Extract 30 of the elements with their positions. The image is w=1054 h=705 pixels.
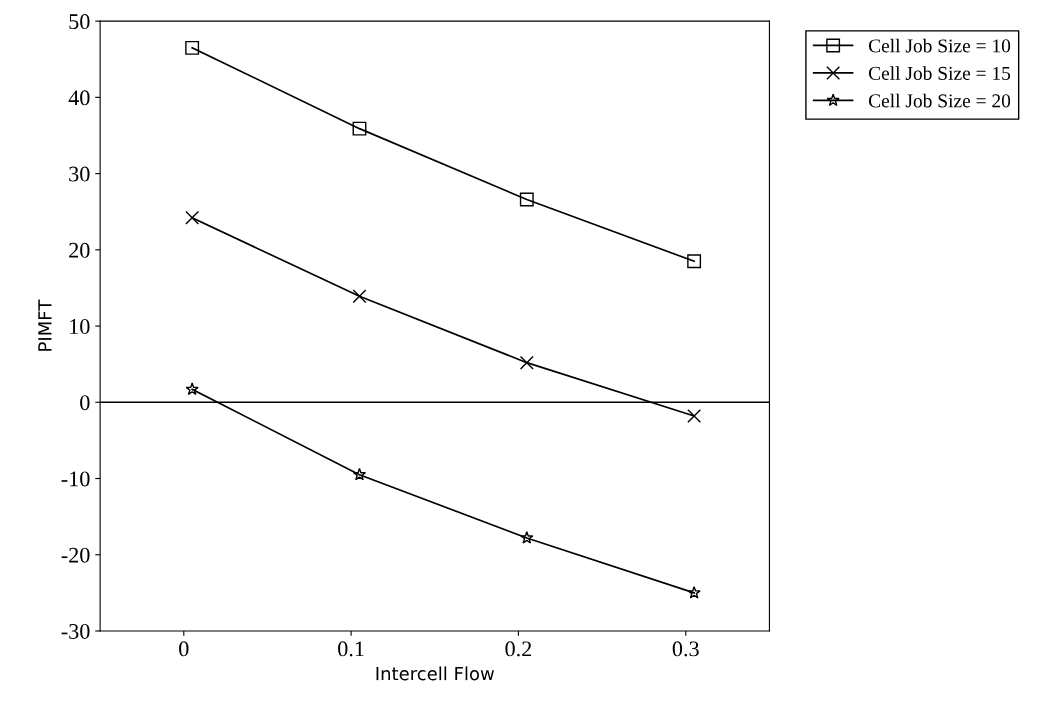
y-tick-label: 50	[69, 14, 90, 30]
y-tick-label: 0	[80, 395, 90, 411]
y-tick-label: -30	[61, 623, 90, 639]
point	[185, 210, 200, 225]
point	[185, 40, 200, 55]
point	[687, 409, 702, 423]
point	[352, 467, 367, 481]
y-tick-label: 30	[69, 166, 90, 182]
point	[520, 531, 534, 544]
point	[519, 192, 534, 207]
legend-label: Cell Job Size = 15	[868, 66, 1011, 80]
x-tick-label: 0.3	[672, 641, 699, 657]
y-tick-label: -20	[61, 547, 90, 563]
y-tick-label: 10	[70, 318, 90, 334]
x-tick-label: 0.2	[505, 641, 532, 657]
point	[352, 121, 367, 136]
x-tick-label: 0.1	[338, 641, 364, 657]
point	[687, 585, 701, 599]
y-tick-label: -10	[61, 471, 90, 487]
y-tick-label: 20	[69, 242, 90, 258]
legend-label: Cell Job Size = 20	[868, 93, 1011, 108]
point	[185, 382, 199, 396]
legend-label: Cell Job Size = 10	[868, 38, 1011, 53]
x-tick-label: 0	[179, 641, 189, 657]
point	[687, 254, 702, 269]
y-axis-title: PIMFT	[38, 299, 52, 351]
y-tick-label: 40	[68, 90, 90, 106]
point	[519, 355, 534, 370]
point	[352, 289, 367, 304]
x-axis-title: Intercell Flow	[376, 666, 495, 681]
